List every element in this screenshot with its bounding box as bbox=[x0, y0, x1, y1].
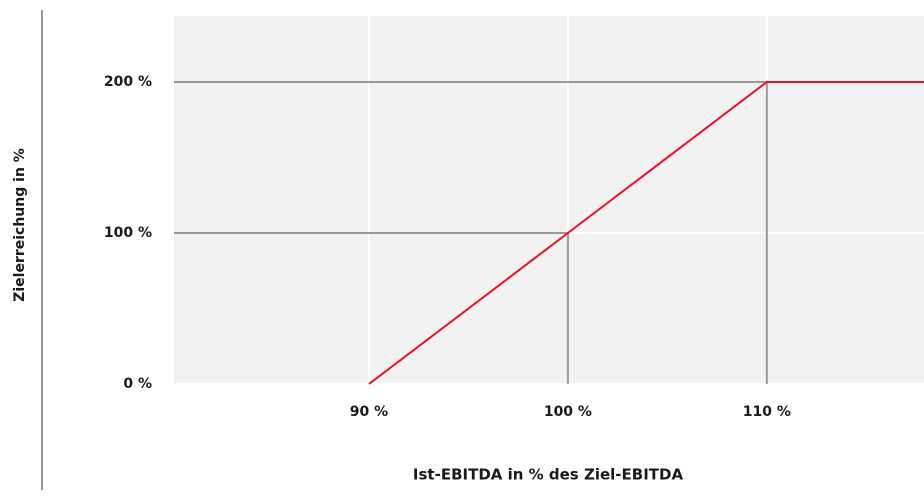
y-axis-label: Zielerreichung in % bbox=[12, 148, 28, 302]
data-line bbox=[368, 80, 924, 385]
x-tick-label: 90 % bbox=[350, 404, 388, 420]
x-axis-label: Ist-EBITDA in % des Ziel-EBITDA bbox=[413, 466, 684, 484]
x-tick-label: 100 % bbox=[544, 404, 592, 420]
y-tick-label: 100 % bbox=[104, 225, 152, 241]
y-tick-label: 200 % bbox=[104, 74, 152, 90]
x-tick-label: 110 % bbox=[743, 404, 791, 420]
y-tick-label: 0 % bbox=[123, 376, 152, 392]
plot-area bbox=[174, 16, 924, 384]
